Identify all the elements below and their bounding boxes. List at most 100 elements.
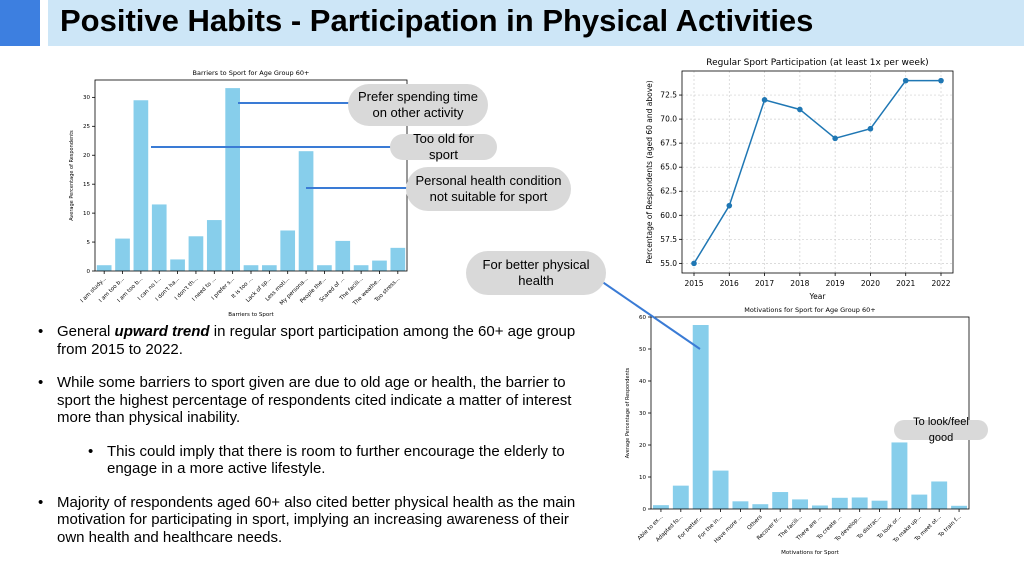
- bar-4: [170, 259, 185, 271]
- x-tick-label: 2018: [790, 279, 809, 288]
- bar-15: [372, 260, 387, 271]
- y-tick-label: 20: [83, 153, 90, 159]
- x-tick-label: 2017: [755, 279, 774, 288]
- y-tick-label: 20: [639, 443, 646, 449]
- callout-prefer-other-activity: Prefer spending time on other activity: [348, 84, 488, 126]
- y-axis-label: Percentage of Respondents (aged 60 and a…: [645, 80, 654, 264]
- slide-title: Positive Habits - Participation in Physi…: [60, 3, 814, 38]
- bar-2: [133, 100, 149, 272]
- bar-15: [951, 505, 968, 509]
- y-axis-label: Average Percentage of Respondents: [69, 130, 75, 221]
- chart-title: Barriers to Sport for Age Group 60+: [193, 69, 310, 77]
- data-point-2017: [761, 97, 768, 103]
- y-tick-label: 60: [639, 315, 646, 321]
- bar-7: [792, 499, 809, 509]
- y-tick-label: 5: [87, 240, 91, 246]
- bar-3: [151, 204, 167, 271]
- bar-13: [911, 494, 928, 509]
- data-point-2019: [832, 135, 838, 142]
- y-tick-label: 0: [87, 269, 91, 275]
- data-point-2021: [902, 77, 909, 84]
- y-axis-label: Average Percentage of Respondents: [625, 367, 631, 458]
- chart-title: Motivations for Sport for Age Group 60+: [744, 306, 875, 314]
- bullet-motivation: • Majority of respondents aged 60+ also …: [38, 493, 576, 546]
- x-axis-label: Motivations for Sport: [781, 550, 839, 556]
- bar-10: [280, 230, 296, 271]
- data-point-2016: [726, 202, 733, 209]
- plot-frame: [94, 79, 408, 272]
- bar-13: [335, 240, 351, 271]
- title-accent-block: [0, 0, 40, 46]
- y-tick-label: 70.0: [660, 115, 677, 124]
- y-tick-label: 55.0: [660, 259, 677, 268]
- chart-title: Regular Sport Participation (at least 1x…: [706, 58, 928, 68]
- x-tick-label: 2020: [861, 279, 880, 288]
- callout-health-condition: Personal health condition not suitable fo…: [406, 167, 571, 211]
- x-axis-label: Barriers to Sport: [228, 312, 274, 318]
- x-tick-label: 2015: [684, 279, 703, 288]
- x-tick-label: 2022: [931, 279, 950, 288]
- x-axis-label: Year: [809, 292, 827, 301]
- bar-1: [115, 238, 130, 271]
- series-line: [693, 79, 941, 264]
- y-tick-label: 65.0: [660, 163, 677, 172]
- y-tick-label: 0: [643, 507, 647, 513]
- summary-bullets: • General upward trend in regular sport …: [38, 323, 598, 562]
- y-tick-label: 57.5: [660, 235, 677, 244]
- y-tick-label: 10: [639, 475, 646, 481]
- x-tick-label: 2016: [720, 279, 739, 288]
- bar-14: [931, 481, 948, 509]
- bar-6: [206, 220, 222, 271]
- bar-4: [732, 501, 749, 509]
- y-tick-label: 67.5: [660, 139, 677, 148]
- callout-look-feel-good: To look/feel good: [894, 416, 988, 444]
- bullet-barriers: • While some barriers to sport given are…: [38, 374, 572, 426]
- bar-3: [712, 470, 729, 509]
- bar-5: [188, 236, 204, 271]
- y-tick-label: 72.5: [660, 91, 677, 100]
- bar-1: [672, 485, 689, 509]
- title-band: [48, 0, 1024, 46]
- bar-9: [262, 265, 277, 271]
- y-tick-label: 30: [639, 411, 646, 417]
- y-tick-label: 25: [83, 124, 90, 130]
- bar-12: [317, 265, 332, 271]
- bar-0: [96, 265, 112, 271]
- y-tick-label: 10: [83, 211, 90, 217]
- bar-11: [298, 151, 314, 271]
- data-point-2015: [691, 260, 697, 267]
- data-point-2018: [797, 106, 803, 113]
- x-tick-label: 2021: [896, 279, 915, 288]
- y-tick-label: 30: [83, 95, 90, 101]
- y-tick-label: 50: [639, 347, 646, 353]
- plot-frame: [650, 316, 970, 510]
- y-tick-label: 62.5: [660, 187, 677, 196]
- bar-12: [891, 442, 908, 509]
- bar-7: [225, 88, 240, 271]
- bar-2: [692, 325, 709, 509]
- bar-9: [831, 497, 848, 509]
- bullet-encourage: • This could imply that there is room to…: [88, 442, 565, 478]
- y-tick-label: 15: [83, 182, 90, 188]
- plot-frame: [681, 70, 954, 274]
- bar-11: [871, 500, 888, 509]
- bar-16: [390, 247, 406, 271]
- bar-8: [243, 265, 259, 271]
- bar-8: [811, 505, 828, 509]
- bar-0: [652, 505, 669, 509]
- bar-6: [772, 492, 789, 509]
- y-tick-label: 60.0: [660, 211, 677, 220]
- callout-better-health: For better physical health: [466, 251, 606, 295]
- callout-too-old: Too old for sport: [390, 131, 497, 162]
- bar-10: [851, 497, 868, 509]
- bar-14: [353, 265, 369, 271]
- y-tick-label: 40: [639, 379, 646, 385]
- data-point-2020: [867, 125, 874, 132]
- connector-better-health: [600, 280, 701, 350]
- x-tick-label: 2019: [826, 279, 845, 288]
- bullet-upward-trend: • General upward trend in regular sport …: [38, 323, 576, 358]
